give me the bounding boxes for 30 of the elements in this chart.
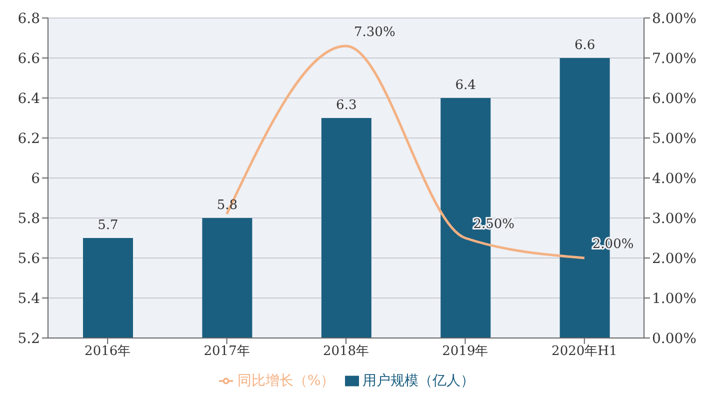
y-tick-label: 5.4	[18, 290, 40, 307]
data-label: 6.3	[336, 98, 357, 113]
y-tick-label: 6	[31, 170, 40, 187]
x-tick-label: 2019年	[442, 344, 488, 360]
x-tick-label: 2020年H1	[552, 344, 618, 360]
x-tick-label: 2016年	[84, 344, 131, 360]
data-label: 6.6	[574, 38, 596, 53]
data-label: 7.30%	[354, 25, 396, 40]
y2-tick-label: 4.00%	[652, 170, 696, 187]
data-label: 6.4	[455, 78, 476, 93]
y-tick-label: 6.8	[18, 10, 40, 27]
y-tick-label: 5.2	[18, 330, 40, 347]
y2-tick-label: 5.00%	[652, 130, 696, 147]
x-tick-label: 2018年	[322, 344, 370, 360]
legend-label: 用户规模（亿人）	[362, 373, 475, 389]
y-tick-label: 6.2	[18, 130, 40, 147]
y2-tick-label: 7.00%	[652, 50, 696, 67]
y2-tick-label: 2.00%	[652, 250, 696, 267]
legend-label: 同比增长（%）	[237, 373, 335, 389]
y2-tick-label: 0.00%	[652, 330, 696, 347]
y-tick-label: 6.6	[18, 50, 40, 67]
x-tick-label: 2017年	[204, 344, 250, 360]
y2-tick-label: 3.00%	[652, 210, 696, 227]
y-tick-label: 5.8	[18, 210, 40, 227]
y2-tick-label: 6.00%	[652, 90, 696, 107]
y-tick-label: 5.6	[18, 250, 40, 267]
y-tick-label: 6.4	[18, 90, 40, 107]
y2-tick-label: 8.00%	[652, 10, 696, 27]
data-label: 5.7	[98, 218, 118, 233]
y2-tick-label: 1.00%	[652, 290, 696, 307]
